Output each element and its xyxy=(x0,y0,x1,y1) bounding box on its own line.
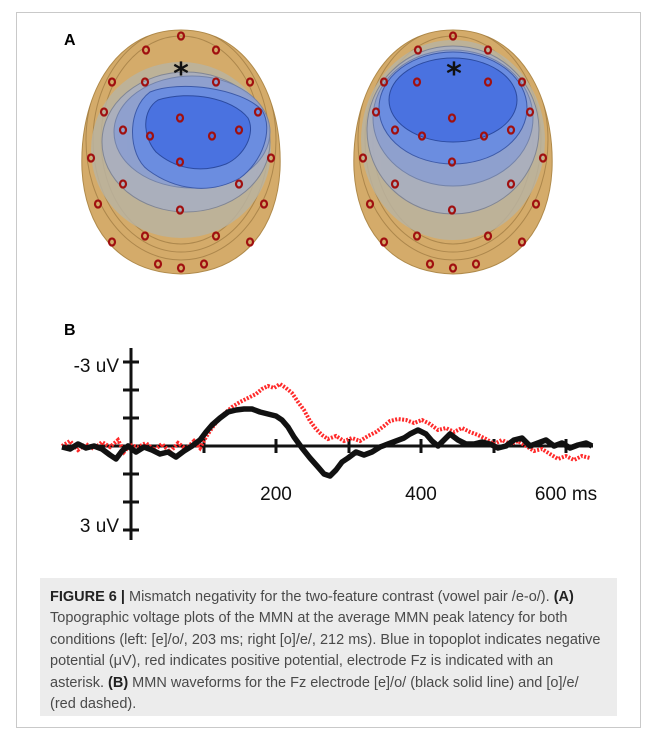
fz-asterisk-left: * xyxy=(173,57,189,92)
black-solid-waveform xyxy=(61,406,594,479)
caption-b-tag: (B) xyxy=(108,674,129,691)
figure-graphics: * * xyxy=(60,29,597,540)
figure-frame xyxy=(16,12,641,728)
electrodes-right xyxy=(358,31,548,273)
caption-a-text: Topographic voltage plots of the MMN at … xyxy=(50,610,601,691)
figure-caption: FIGURE 6 | Mismatch negativity for the t… xyxy=(40,578,617,716)
y-label-bottom: 3 uV xyxy=(80,516,119,537)
panel-a-label: A xyxy=(64,32,76,49)
caption-intro: Mismatch negativity for the two-feature … xyxy=(124,589,554,605)
x-tick-label-400: 400 xyxy=(405,484,437,505)
y-label-top: -3 uV xyxy=(74,356,120,377)
topoplot-right: * xyxy=(353,29,553,275)
caption-figure-number: FIGURE 6 | xyxy=(50,589,125,605)
x-tick-label-200: 200 xyxy=(260,484,292,505)
electrodes-left xyxy=(86,31,276,273)
fz-asterisk-right: * xyxy=(446,57,462,92)
waveform-plot: -3 uV 3 uV 200 400 600 ms xyxy=(60,348,597,540)
topoplot-left: * xyxy=(81,29,281,275)
panel-b-label: B xyxy=(64,322,76,339)
caption-b-text: MMN waveforms for the Fz electrode [e]/o… xyxy=(50,674,579,713)
y-ticks xyxy=(123,360,139,532)
x-tick-label-600ms: 600 ms xyxy=(535,484,597,505)
caption-a-tag: (A) xyxy=(553,589,574,605)
